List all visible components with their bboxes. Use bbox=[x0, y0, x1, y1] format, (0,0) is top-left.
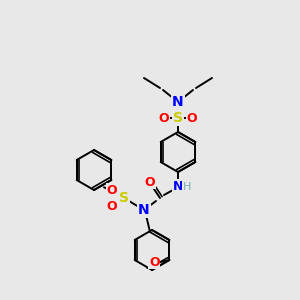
Text: O: O bbox=[145, 176, 155, 188]
Text: S: S bbox=[119, 191, 129, 205]
Text: H: H bbox=[183, 182, 191, 192]
Text: O: O bbox=[149, 256, 160, 268]
Text: O: O bbox=[159, 112, 169, 124]
Text: N: N bbox=[172, 95, 184, 109]
Text: O: O bbox=[107, 200, 117, 212]
Text: N: N bbox=[173, 179, 183, 193]
Text: O: O bbox=[107, 184, 117, 196]
Text: S: S bbox=[173, 111, 183, 125]
Text: O: O bbox=[187, 112, 197, 124]
Text: N: N bbox=[138, 203, 150, 217]
